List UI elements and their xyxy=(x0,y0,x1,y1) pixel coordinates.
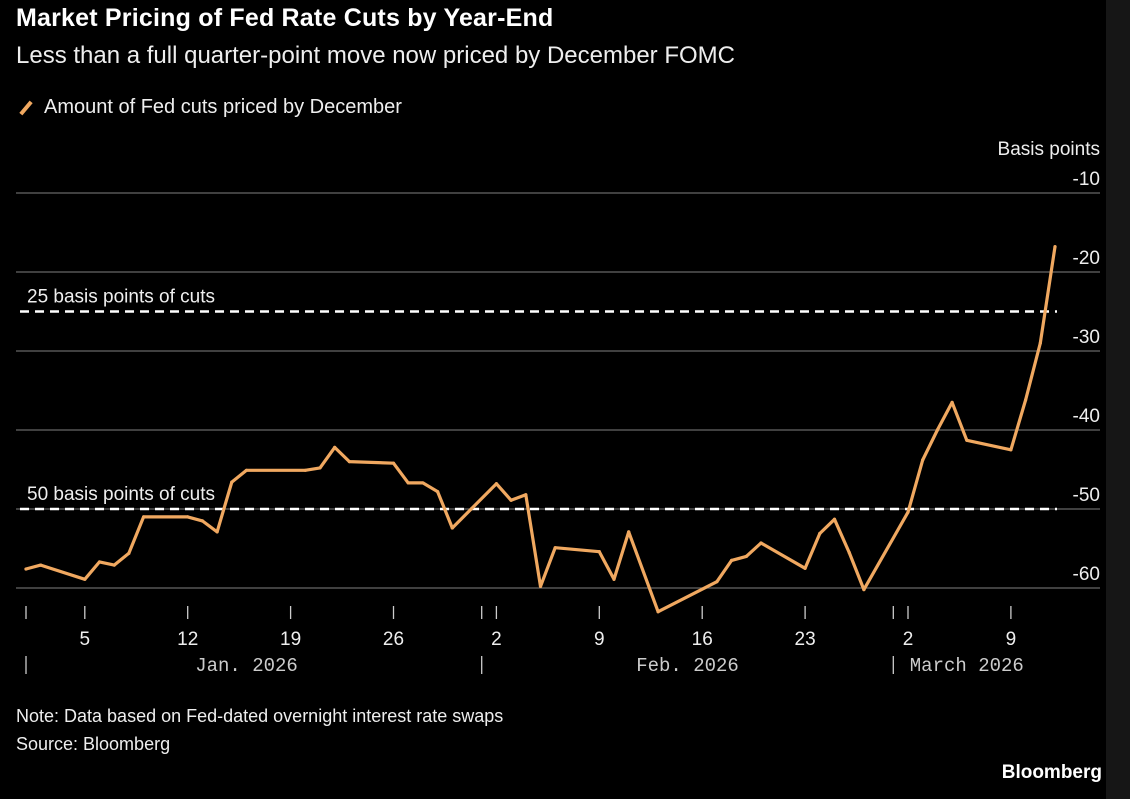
data-point xyxy=(97,560,102,564)
data-point xyxy=(818,531,822,536)
x-tick-label: 9 xyxy=(594,629,605,650)
data-point xyxy=(950,400,954,404)
chart-subtitle: Less than a full quarter-point move now … xyxy=(16,42,735,69)
x-tick-label: 2 xyxy=(903,629,914,650)
data-point xyxy=(935,428,940,432)
data-point xyxy=(303,468,307,472)
data-point xyxy=(318,466,322,470)
data-point xyxy=(509,498,513,502)
data-point xyxy=(744,554,748,559)
data-point xyxy=(186,515,190,519)
data-point xyxy=(450,526,454,530)
month-label: Jan. 2026 xyxy=(195,655,298,677)
data-point xyxy=(553,546,557,550)
y-tick-label: -20 xyxy=(1073,248,1100,269)
data-point xyxy=(832,517,837,521)
legend-label: Amount of Fed cuts priced by December xyxy=(44,96,402,118)
data-point xyxy=(421,481,425,485)
reference-line-label: 25 basis points of cuts xyxy=(27,287,215,308)
y-tick-label: -60 xyxy=(1073,564,1100,585)
data-point xyxy=(862,587,866,592)
y-tick-label: -30 xyxy=(1073,327,1100,348)
chart-note: Note: Data based on Fed-dated overnight … xyxy=(16,706,504,726)
x-tick-label: 5 xyxy=(80,629,91,650)
data-point xyxy=(1024,398,1028,402)
data-point xyxy=(656,610,660,614)
month-label: March 2026 xyxy=(910,655,1024,677)
data-point xyxy=(715,580,719,584)
data-point xyxy=(333,445,337,449)
data-point xyxy=(1038,341,1042,345)
chart-source: Source: Bloomberg xyxy=(16,734,171,754)
data-point xyxy=(906,510,910,514)
data-point xyxy=(83,577,87,581)
x-tick-label: 23 xyxy=(795,629,816,650)
data-point xyxy=(244,468,249,472)
bloomberg-logo: Bloomberg xyxy=(1001,762,1102,783)
data-point xyxy=(142,515,146,519)
chart-title: Market Pricing of Fed Rate Cuts by Year-… xyxy=(16,4,554,32)
data-point xyxy=(730,558,734,562)
y-axis-label: Basis points xyxy=(998,139,1100,160)
data-point xyxy=(494,482,498,486)
data-point xyxy=(803,566,807,570)
data-point xyxy=(112,563,116,567)
data-point xyxy=(1053,245,1057,249)
right-edge-strip xyxy=(1106,0,1130,799)
y-tick-label: -40 xyxy=(1073,406,1100,427)
x-tick-label: 19 xyxy=(280,629,301,650)
data-point xyxy=(39,563,43,567)
data-point xyxy=(215,530,219,534)
y-tick-label: -50 xyxy=(1073,485,1100,506)
x-tick-label: 26 xyxy=(383,629,404,650)
reference-line-label: 50 basis points of cuts xyxy=(27,484,215,505)
data-point xyxy=(200,519,204,523)
data-point xyxy=(436,490,440,494)
series-line xyxy=(24,245,1057,614)
data-point xyxy=(406,481,410,485)
data-point xyxy=(391,461,396,465)
data-point xyxy=(1009,448,1013,452)
data-point xyxy=(612,577,616,581)
data-point xyxy=(347,460,351,464)
data-point xyxy=(759,541,763,545)
data-point xyxy=(127,551,131,555)
x-tick-label: 16 xyxy=(692,629,713,650)
month-label: Feb. 2026 xyxy=(636,655,739,677)
data-point xyxy=(230,480,234,484)
x-tick-label: 9 xyxy=(1006,629,1017,650)
data-point xyxy=(627,530,631,534)
data-point xyxy=(965,438,969,442)
data-point xyxy=(538,584,543,589)
data-point xyxy=(24,567,28,571)
y-tick-label: -10 xyxy=(1073,169,1100,190)
data-point xyxy=(921,458,925,462)
data-point xyxy=(847,550,851,555)
x-tick-label: 2 xyxy=(491,629,502,650)
x-tick-label: 12 xyxy=(177,629,198,650)
data-point xyxy=(597,550,601,554)
data-point xyxy=(524,493,528,497)
legend: Amount of Fed cuts priced by December xyxy=(18,96,402,119)
